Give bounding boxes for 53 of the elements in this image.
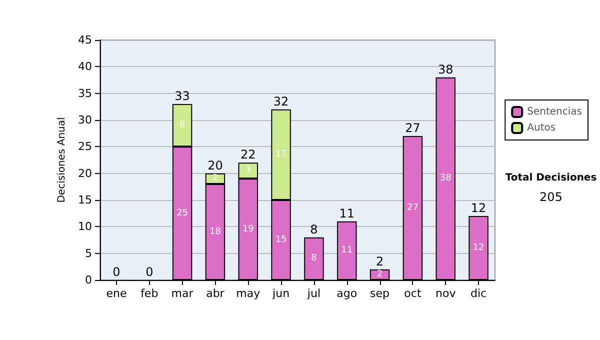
y-tick-label: 40 (78, 60, 92, 74)
x-tick-label: oct (404, 287, 422, 300)
total-label: 22 (240, 148, 256, 162)
y-tick-label: 45 (78, 34, 92, 46)
y-tick-label: 25 (78, 140, 92, 154)
total-label: 0 (112, 265, 120, 279)
data-label: 18 (209, 227, 222, 237)
x-tick-label: feb (140, 287, 158, 300)
y-tick-label: 10 (78, 220, 92, 234)
data-label: 2 (376, 270, 383, 280)
data-label: 27 (406, 203, 418, 213)
data-label: 2 (212, 174, 218, 184)
total-label: 32 (273, 94, 289, 108)
total-label: 27 (405, 121, 420, 135)
data-label: 8 (311, 254, 318, 264)
y-axis-title: Decisiones Anual (56, 117, 68, 203)
y-tick-label: 0 (85, 274, 92, 286)
total-label: 0 (146, 265, 154, 279)
x-tick-label: jun (272, 287, 290, 300)
data-label: 11 (341, 246, 353, 256)
data-label: 12 (472, 243, 484, 253)
total-label: 38 (438, 62, 454, 76)
y-tick-label: 30 (78, 114, 92, 126)
y-tick-label: 5 (85, 246, 92, 260)
text: 205 (540, 190, 562, 204)
x-tick-label: ago (336, 287, 358, 300)
y-tick-label: 15 (78, 194, 92, 206)
x-tick-label: dic (470, 287, 487, 300)
data-label: 25 (176, 208, 188, 218)
data-label: 15 (275, 235, 287, 245)
x-tick-label: may (236, 287, 261, 300)
x-tick-label: ene (106, 287, 127, 300)
total-label: 8 (310, 222, 318, 236)
y-tick-label: 35 (78, 86, 92, 100)
x-tick-label: sep (370, 287, 390, 300)
y-tick-label: 20 (78, 166, 92, 180)
x-tick-label: abr (206, 287, 225, 300)
total-label: 11 (339, 206, 355, 220)
total-label: 2 (376, 254, 384, 268)
x-tick-label: mar (171, 287, 194, 300)
data-label: 38 (440, 174, 452, 184)
legend-label: Sentencias (527, 106, 582, 118)
data-label: 3 (245, 166, 251, 176)
legend-label: Autos (527, 122, 556, 134)
data-label: 19 (242, 224, 254, 234)
data-label: 17 (275, 150, 287, 160)
x-tick-label: jul (306, 287, 321, 300)
total-label: 12 (470, 201, 486, 215)
total-label: 20 (208, 158, 223, 172)
data-label: 8 (179, 120, 186, 130)
text: Total Decisiones (505, 172, 597, 184)
total-label: 33 (174, 89, 190, 103)
x-tick-label: nov (436, 287, 456, 300)
